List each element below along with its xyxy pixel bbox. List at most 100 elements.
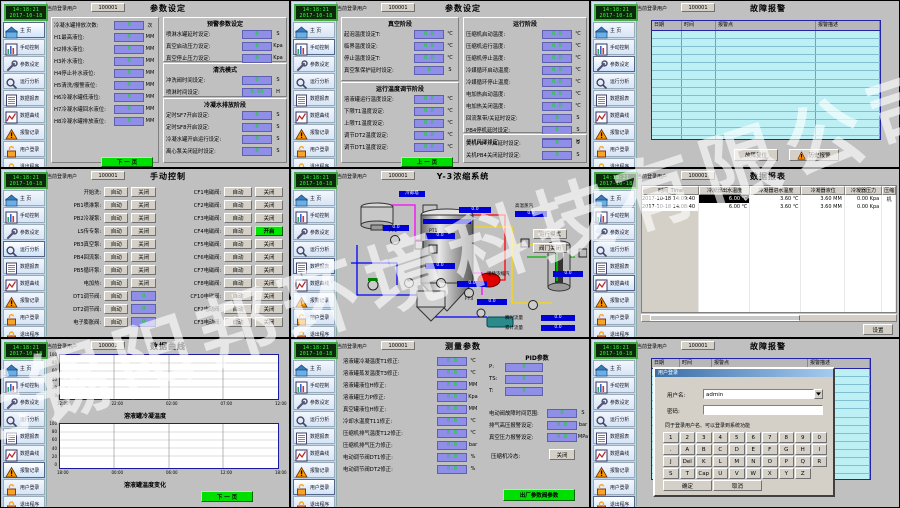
sidebar-item-1[interactable]: 主 页 [593, 190, 635, 206]
sidebar-item-2[interactable]: 手动控制 [593, 207, 635, 223]
key-n[interactable]: N [745, 456, 761, 467]
key-j[interactable]: J [663, 456, 679, 467]
param-value[interactable]: 0 [114, 32, 144, 42]
sidebar-item-9[interactable]: 退出程序 [593, 496, 635, 507]
prev-page-button[interactable]: 上 一 页 [401, 157, 453, 167]
value-box-8[interactable]: 0.0 [477, 299, 507, 305]
key-6[interactable]: 6 [745, 432, 761, 443]
param-value[interactable]: 0.0 [437, 392, 467, 402]
sidebar-item-2[interactable]: 手动控制 [3, 377, 45, 393]
key-l[interactable]: L [712, 456, 728, 467]
state-button[interactable]: 0 [131, 303, 156, 314]
sidebar-item-7[interactable]: 报警记录 [293, 124, 335, 140]
alarm-table[interactable]: 日期 时间 报警点 报警描述 [651, 20, 881, 140]
param-value[interactable]: 0.0 [542, 65, 572, 75]
param-value[interactable]: 0.00 [242, 87, 272, 97]
sidebar-item-1[interactable]: 主 页 [593, 360, 635, 376]
data-column-header[interactable]: 冷凝器压力 [844, 186, 883, 195]
sidebar-item-1[interactable]: 主 页 [3, 190, 45, 206]
next-page-button[interactable]: 下 一 页 [101, 157, 153, 167]
state-button[interactable]: 关闭 [255, 212, 283, 223]
sidebar-item-5[interactable]: 数据报表 [3, 258, 45, 274]
state-button[interactable]: 关闭 [131, 225, 156, 236]
sidebar-item-4[interactable]: 运行分析 [593, 73, 635, 89]
auto-button[interactable]: 自动 [224, 264, 252, 275]
auto-button[interactable]: 自动 [224, 199, 252, 210]
auto-button[interactable]: 自动 [103, 264, 129, 275]
param-value[interactable]: 0 [114, 56, 144, 66]
sidebar-item-4[interactable]: 运行分析 [293, 73, 335, 89]
key-t[interactable]: T [679, 468, 695, 479]
param-value[interactable]: 0.0 [414, 118, 444, 128]
key-g[interactable]: G [778, 444, 794, 455]
auto-button[interactable]: 自动 [224, 251, 252, 262]
state-button[interactable]: 关闭 [255, 251, 283, 262]
key-0[interactable]: 0 [811, 432, 827, 443]
alarm-row[interactable] [652, 136, 880, 139]
data-row[interactable]: 2017-10-18 14:08:40 6.00 ℃ 3.60 ℃ 3.60 MM 0.… [642, 203, 896, 211]
key-r[interactable]: R [811, 456, 827, 467]
key-.[interactable]: . [663, 444, 679, 455]
sidebar-item-5[interactable]: 数据报表 [293, 258, 335, 274]
param-value[interactable]: 0.0 [542, 77, 572, 87]
sidebar-item-3[interactable]: 参数设定 [293, 224, 335, 240]
sidebar-item-3[interactable]: 参数设定 [593, 224, 635, 240]
param-value[interactable]: 0 [242, 134, 272, 144]
param-value[interactable]: 0.0 [547, 432, 577, 442]
data-row-empty[interactable] [642, 211, 896, 219]
data-row[interactable]: 2017-10-18 14:09:40 6.00 ℃ 3.60 ℃ 3.60 MM 0.… [642, 195, 896, 203]
data-report-table[interactable]: 时间_Time 冷凝器出水温度 冷凝器进水温度 冷凝器液位 冷凝器压力 压缩机 2017-… [641, 185, 897, 313]
key-i[interactable]: I [811, 444, 827, 455]
sidebar-item-6[interactable]: 数据曲线 [3, 445, 45, 461]
state-button[interactable]: 关闭 [131, 212, 156, 223]
sidebar-item-5[interactable]: 数据报表 [293, 428, 335, 444]
value-box-4[interactable]: 0.0 [457, 281, 487, 287]
alarm-row[interactable] [652, 120, 880, 129]
sidebar-item-2[interactable]: 手动控制 [3, 207, 45, 223]
run-mode-button[interactable]: 运行模式 [533, 229, 567, 239]
data-row-empty[interactable] [642, 283, 896, 291]
sidebar-item-8[interactable]: 用户登录 [293, 479, 335, 495]
alarm-reset-button[interactable]: 故障复位 [734, 149, 778, 161]
alarm-row[interactable] [652, 71, 880, 80]
key-cap[interactable]: Cap [696, 468, 712, 479]
sidebar-item-3[interactable]: 参数设定 [593, 56, 635, 72]
sidebar-item-9[interactable]: 退出程序 [293, 326, 335, 337]
auto-button[interactable]: 自动 [103, 225, 129, 236]
param-value[interactable]: 0 [242, 53, 272, 63]
state-button[interactable]: 关闭 [131, 264, 156, 275]
data-row-empty[interactable] [642, 227, 896, 235]
valve-close-button[interactable]: 阀门关闭 [533, 243, 567, 253]
param-value[interactable]: 0 [542, 150, 572, 160]
pid-value[interactable]: 0 [505, 374, 543, 384]
param-value[interactable]: 0 [114, 104, 144, 114]
data-column-header[interactable]: 冷凝器进水温度 [750, 186, 802, 195]
value-box-7[interactable]: 0.0 [383, 225, 409, 231]
sidebar-item-8[interactable]: 用户登录 [593, 309, 635, 325]
state-button[interactable]: 0 [131, 316, 156, 327]
sidebar-item-7[interactable]: 报警记录 [293, 292, 335, 308]
sidebar-item-2[interactable]: 手动控制 [593, 39, 635, 55]
current-user-value[interactable]: 100001 [381, 3, 415, 12]
auto-button[interactable]: 自动 [103, 199, 129, 210]
sidebar-item-4[interactable]: 运行分析 [593, 241, 635, 257]
value-box-2[interactable]: 0.0 [425, 233, 455, 239]
auto-button[interactable]: 自动 [103, 212, 129, 223]
sidebar-item-2[interactable]: 手动控制 [293, 207, 335, 223]
param-value[interactable]: 0 [242, 29, 272, 39]
sidebar-item-7[interactable]: 报警记录 [3, 462, 45, 478]
alarm-row[interactable] [652, 79, 880, 88]
alarm-row[interactable] [652, 31, 880, 40]
param-value[interactable]: 0.0 [542, 101, 572, 111]
state-button[interactable]: 关闭 [131, 277, 156, 288]
auto-button[interactable]: 自动 [224, 238, 252, 249]
sidebar-item-4[interactable]: 运行分析 [293, 411, 335, 427]
key-3[interactable]: 3 [696, 432, 712, 443]
auto-button[interactable]: 自动 [224, 290, 252, 301]
auto-button[interactable]: 自动 [103, 277, 129, 288]
sidebar-item-3[interactable]: 参数设定 [293, 394, 335, 410]
current-user-value[interactable]: 100001 [381, 341, 415, 350]
auto-button[interactable]: 自动 [224, 303, 252, 314]
sidebar-item-4[interactable]: 运行分析 [593, 411, 635, 427]
sidebar-item-9[interactable]: 退出程序 [3, 158, 45, 167]
